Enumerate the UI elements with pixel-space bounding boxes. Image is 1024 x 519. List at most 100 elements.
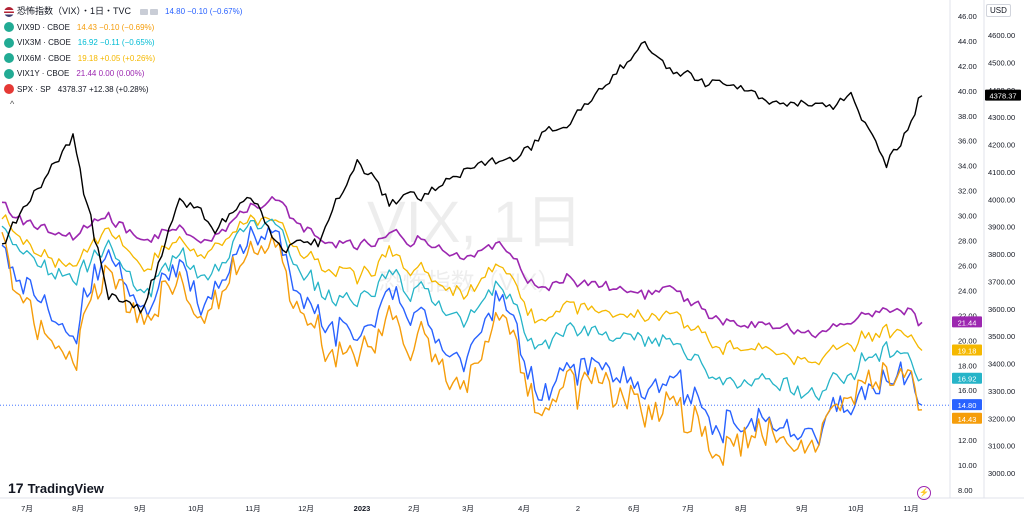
x-tick-label: 3月 [462, 504, 474, 513]
legend-main-row[interactable]: 恐怖指数（VIX）・1日・TVC 14.80 −0.10 (−0.67%) [4, 4, 242, 20]
x-tick-label: 12月 [298, 504, 314, 513]
vix-tick-label: 30.00 [958, 212, 977, 221]
legend-series-value: 14.43 −0.10 (−0.69%) [76, 22, 155, 32]
vix-tick-label: 28.00 [958, 237, 977, 246]
vix-tick-label: 36.00 [958, 137, 977, 146]
vix-tick-label: 20.00 [958, 336, 977, 345]
watermark-title: VIX, 1日 [367, 190, 583, 255]
vix-tick-label: 8.00 [958, 486, 973, 495]
vix-tick-label: 46.00 [958, 12, 977, 21]
price-label-bg [952, 316, 982, 328]
vix-tick-label: 10.00 [958, 461, 977, 470]
x-tick-label: 9月 [796, 504, 808, 513]
x-tick-label: 8月 [735, 504, 747, 513]
legend: 恐怖指数（VIX）・1日・TVC 14.80 −0.10 (−0.67%) VI… [4, 4, 242, 113]
spx-tick-label: 4500.00 [988, 58, 1015, 67]
spx-tick-label: 3200.00 [988, 414, 1015, 423]
up-arrow-green-icon [4, 53, 14, 64]
up-arrow-green-icon [4, 22, 14, 33]
vix-tick-label: 18.00 [958, 361, 977, 370]
legend-series-value: 19.18 +0.05 (+0.26%) [77, 53, 156, 63]
us-flag-icon [4, 6, 14, 17]
series-line-spx [1, 40, 923, 314]
price-label-bg [952, 412, 982, 424]
price-label-spx: 4378.37 [989, 92, 1016, 101]
series-line-vix9d [1, 231, 923, 466]
brand-name: TradingView [27, 480, 104, 496]
x-tick-label: 11月 [245, 504, 260, 513]
legend-row[interactable]: VIX6M · CBOE 19.18 +0.05 (+0.26%) [4, 51, 242, 67]
spx-tick-label: 3900.00 [988, 223, 1015, 232]
vix-tick-label: 16.00 [958, 386, 977, 395]
x-tick-label: 7月 [21, 504, 33, 513]
price-label-bg [985, 89, 1021, 101]
price-label-bg [952, 399, 982, 411]
series-line-vix1y [1, 196, 923, 339]
x-tick-label: 10月 [848, 504, 864, 513]
vix-tick-label: 26.00 [958, 261, 977, 270]
x-tick-label: 4月 [518, 504, 530, 513]
vix-tick-label: 22.00 [958, 311, 977, 320]
legend-series-name: SPX · SP [17, 84, 51, 94]
legend-row[interactable]: VIX3M · CBOE 16.92 −0.11 (−0.65%) [4, 35, 242, 51]
x-tick-label: 6月 [628, 504, 640, 513]
vix-tick-label: 34.00 [958, 162, 977, 171]
legend-series-value: 4378.37 +12.38 (+0.28%) [57, 84, 149, 94]
x-tick-label: 2023 [354, 504, 371, 513]
vix-tick-label: 44.00 [958, 37, 977, 46]
spx-tick-label: 3400.00 [988, 360, 1015, 369]
spx-tick-label: 3600.00 [988, 305, 1015, 314]
x-tick-label: 10月 [188, 504, 204, 513]
x-tick-label: 11月 [903, 504, 918, 513]
vix-tick-label: 12.00 [958, 436, 977, 445]
tradingview-mark-icon: 17 [8, 480, 24, 496]
spx-tick-label: 4000.00 [988, 195, 1015, 204]
price-label-vix9d: 14.43 [958, 415, 977, 424]
spx-tick-label: 3700.00 [988, 277, 1015, 286]
legend-main-name: 恐怖指数（VIX）・1日・TVC [17, 6, 132, 16]
series-layer [1, 40, 923, 466]
price-label-bg [952, 372, 982, 384]
vix-tick-label: 38.00 [958, 112, 977, 121]
spx-tick-label: 3300.00 [988, 387, 1015, 396]
legend-row[interactable]: VIX9D · CBOE 14.43 −0.10 (−0.69%) [4, 20, 242, 36]
legend-series-value: 21.44 0.00 (0.00%) [76, 69, 145, 78]
legend-buttons[interactable] [140, 8, 159, 15]
collapse-legend-icon[interactable]: ^ [10, 99, 15, 109]
up-arrow-green-icon [4, 37, 14, 48]
price-label-vix6m: 19.18 [958, 347, 977, 356]
price-label-vix1y: 21.44 [958, 318, 977, 327]
x-tick-label: 2 [576, 504, 580, 513]
spx-tick-label: 4100.00 [988, 168, 1015, 177]
spx-tick-label: 3000.00 [988, 469, 1015, 478]
x-tick-label: 2月 [408, 504, 420, 513]
spx-tick-label: 3500.00 [988, 332, 1015, 341]
vix-tick-label: 42.00 [958, 62, 977, 71]
lightning-icon[interactable]: ⚡ [917, 486, 931, 500]
x-tick-label: 8月 [72, 504, 84, 513]
series-line-vix6m [1, 214, 923, 366]
legend-row[interactable]: SPX · SP 4378.37 +12.38 (+0.28%) [4, 82, 242, 98]
spx-tick-label: 3100.00 [988, 442, 1015, 451]
price-label-vix3m: 16.92 [958, 375, 977, 384]
legend-series-value: 16.92 −0.11 (−0.65%) [77, 38, 155, 47]
legend-series-name: VIX9D · CBOE [17, 22, 70, 32]
sp-red-icon [4, 84, 14, 95]
x-tick-label: 9月 [134, 504, 146, 513]
spx-tick-label: 4200.00 [988, 141, 1015, 150]
tradingview-logo[interactable]: 17 TradingView [8, 480, 104, 496]
x-tick-label: 7月 [682, 504, 694, 513]
spx-tick-label: 3800.00 [988, 250, 1015, 259]
vix-tick-label: 32.00 [958, 187, 977, 196]
legend-row[interactable]: VIX1Y · CBOE 21.44 0.00 (0.00%) [4, 66, 242, 82]
legend-series-name: VIX1Y · CBOE [17, 69, 70, 78]
legend-series-name: VIX3M · CBOE [17, 38, 71, 47]
price-labels: 4378.37 21.44 19.18 16.92 14.80 14.43 [952, 89, 1021, 424]
spx-tick-label: 4300.00 [988, 113, 1015, 122]
legend-main-value: 14.80 −0.10 (−0.67%) [165, 7, 243, 16]
price-label-vix: 14.80 [958, 401, 977, 410]
currency-selector[interactable]: USD [986, 4, 1011, 17]
vix-tick-label: 40.00 [958, 87, 977, 96]
